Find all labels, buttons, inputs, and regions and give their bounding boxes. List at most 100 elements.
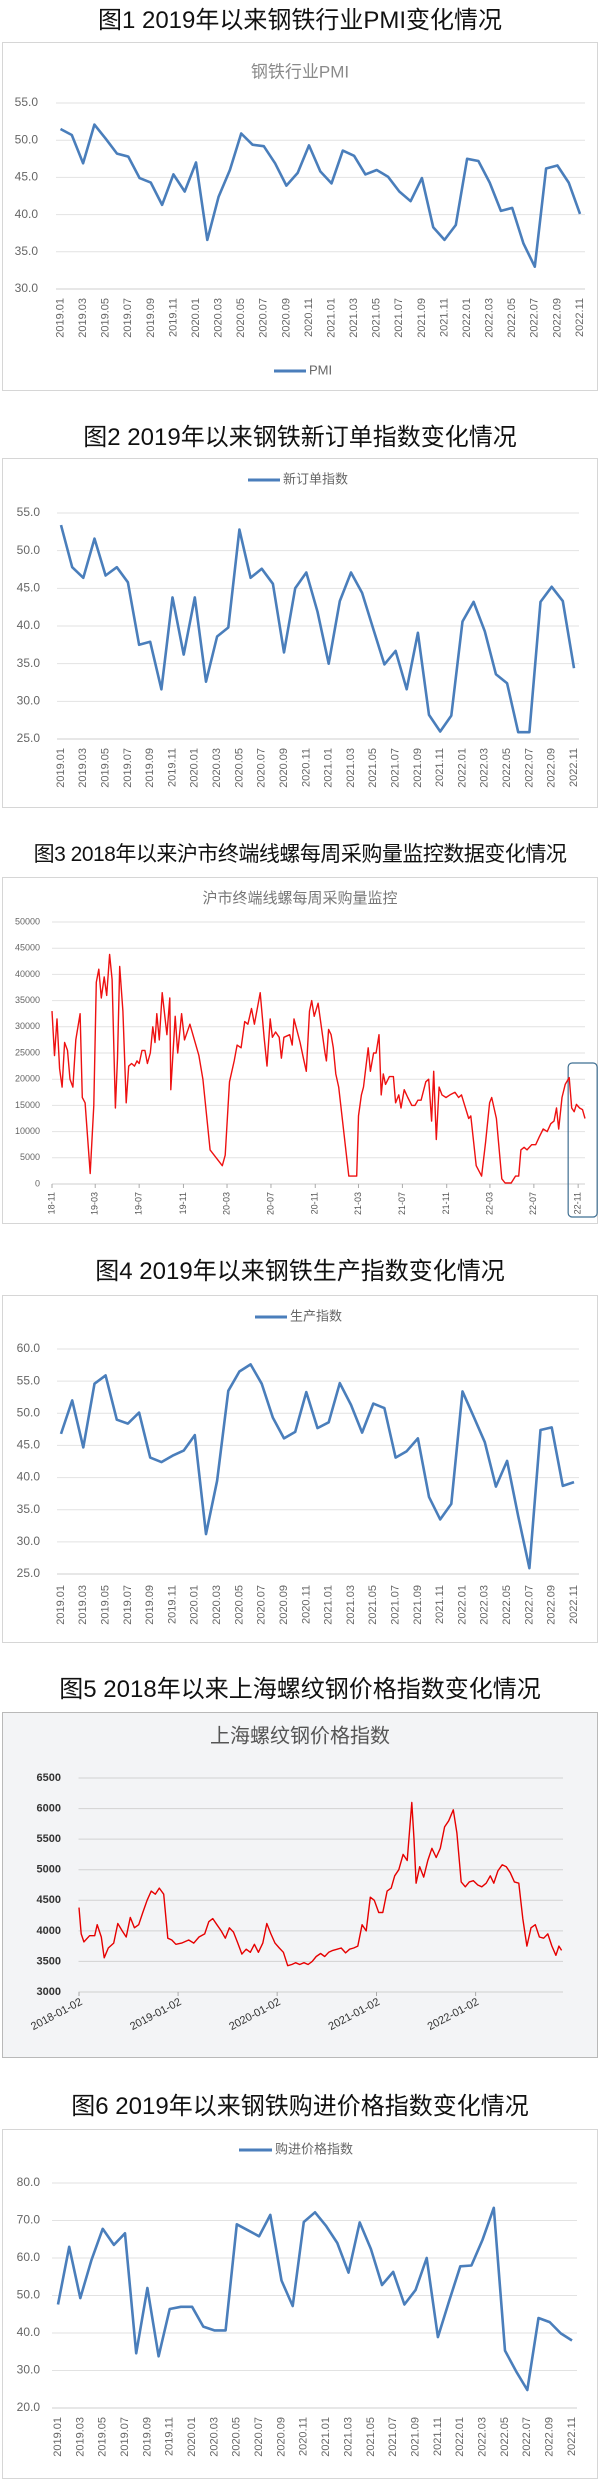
y-tick-label: 3500 bbox=[37, 1955, 61, 1967]
y-tick-label: 60.0 bbox=[17, 2250, 41, 2264]
x-tick-label: 2022.01 bbox=[456, 748, 468, 788]
x-tick-label: 21-03 bbox=[353, 1192, 363, 1215]
series-line bbox=[59, 1363, 575, 1570]
plot-group: 沪市终端线螺每周采购量监控 0 5000 10000 15000 20000 25000 30… bbox=[15, 890, 598, 1218]
x-tick-label: 2021.07 bbox=[393, 298, 405, 338]
x-tick-label: 2022.09 bbox=[546, 1585, 558, 1625]
y-tick-label: 4000 bbox=[37, 1925, 61, 1937]
x-tick-label: 2020.11 bbox=[300, 748, 312, 787]
x-tick-label: 2020.09 bbox=[278, 1585, 290, 1625]
chart-title: 上海螺纹钢价格指数 bbox=[210, 1724, 390, 1747]
x-tick-label: 2020.07 bbox=[253, 2417, 265, 2457]
chart-1-pmi: 钢铁行业PMI 30.0 35.0 40.0 45.0 50.0 55.0 2019.01 20… bbox=[15, 62, 586, 377]
x-tick-label: 2020.01 bbox=[189, 748, 201, 788]
x-tick-label: 2019.03 bbox=[77, 748, 89, 788]
x-tick-label: 2022.09 bbox=[544, 2417, 556, 2457]
x-tick-label: 2020.11 bbox=[300, 1585, 312, 1624]
x-tick-label: 2020.09 bbox=[278, 748, 290, 788]
x-tick-label: 2022.07 bbox=[523, 1585, 535, 1625]
plot-group: 上海螺纹钢价格指数 3000 3500 4000 4500 5000 5500 6000 650… bbox=[29, 1724, 563, 2033]
x-tick-label: 2020.05 bbox=[233, 748, 245, 788]
x-tick-label: 22-03 bbox=[484, 1192, 494, 1215]
x-tick-label: 2020.01 bbox=[189, 1585, 201, 1625]
y-tick-label: 50.0 bbox=[17, 1405, 41, 1419]
x-tick-label: 2019-01-02 bbox=[128, 1996, 183, 2033]
x-tick-label: 2019.07 bbox=[122, 1585, 134, 1625]
x-tick-label: 2022.11 bbox=[574, 298, 586, 337]
x-tick-label: 2022.05 bbox=[501, 1585, 513, 1625]
x-tick-label: 18-11 bbox=[46, 1192, 56, 1214]
x-tick-label: 22-07 bbox=[528, 1192, 538, 1215]
y-tick-label: 3000 bbox=[37, 1986, 61, 1998]
y-tick-label: 55.0 bbox=[17, 505, 41, 519]
x-tick-label: 2022.07 bbox=[521, 2417, 533, 2457]
chart-2-new-orders: 25.0 30.0 35.0 40.0 45.0 50.0 55.0 2019.01 2019.… bbox=[17, 471, 580, 787]
series-line bbox=[59, 524, 576, 734]
x-tick-label: 2021.05 bbox=[367, 748, 379, 788]
x-tick-label: 2022.07 bbox=[523, 748, 535, 788]
x-tick-label: 2022.03 bbox=[477, 2417, 489, 2457]
y-tick-label: 6500 bbox=[37, 1772, 61, 1784]
x-tick-label: 2019.09 bbox=[144, 748, 156, 788]
legend-label: PMI bbox=[309, 362, 332, 377]
x-tick-label: 2022.05 bbox=[506, 298, 518, 338]
y-tick-label: 5000 bbox=[37, 1864, 61, 1876]
x-tick-label: 2019.05 bbox=[97, 2417, 109, 2457]
figure-5-caption: 图5 2018年以来上海螺纹钢价格指数变化情况 bbox=[59, 1676, 541, 1703]
legend-label: 生产指数 bbox=[290, 1308, 342, 1323]
y-tick-label: 20.0 bbox=[17, 2400, 41, 2414]
x-tick-label: 2020.07 bbox=[256, 748, 268, 788]
x-tick-label: 2022.03 bbox=[479, 1585, 491, 1625]
x-tick-label: 2021.07 bbox=[387, 2417, 399, 2457]
x-tick-label: 19-03 bbox=[90, 1192, 100, 1215]
y-tick-label: 45.0 bbox=[17, 581, 41, 595]
x-tick-label: 2020.03 bbox=[211, 748, 223, 788]
y-tick-label: 15000 bbox=[15, 1100, 40, 1110]
x-tick-label: 2019.05 bbox=[100, 298, 112, 338]
plot-group: 25.0 30.0 35.0 40.0 45.0 50.0 55.0 2019.01 2019.… bbox=[17, 471, 580, 787]
x-tick-label: 2021.09 bbox=[409, 2417, 421, 2457]
x-tick-label: 2022.11 bbox=[566, 2417, 578, 2456]
chart-6-purchase-price: 20.0 30.0 40.0 50.0 60.0 70.0 80.0 2019.01 2019.… bbox=[17, 2141, 578, 2457]
x-tick-label: 2020.11 bbox=[303, 298, 315, 337]
figure-1-caption: 图1 2019年以来钢铁行业PMI变化情况 bbox=[97, 7, 503, 34]
x-tick-label: 2019.09 bbox=[144, 1585, 156, 1625]
x-tick-label: 2022.09 bbox=[551, 298, 563, 338]
x-tick-label: 2020.07 bbox=[258, 298, 270, 338]
x-tick-label: 2019.11 bbox=[164, 2417, 176, 2456]
series-line bbox=[51, 953, 586, 1184]
chart-3-frame bbox=[2, 877, 598, 1224]
x-tick-label: 2019.09 bbox=[141, 2417, 153, 2457]
x-tick-label: 2020.03 bbox=[208, 2417, 220, 2457]
x-tick-label: 2022.09 bbox=[546, 748, 558, 788]
y-tick-label: 40.0 bbox=[15, 207, 39, 221]
x-tick-label: 2019.11 bbox=[166, 748, 178, 787]
y-tick-label: 25.0 bbox=[17, 731, 41, 745]
x-tick-label: 2021.11 bbox=[438, 298, 450, 337]
figure-3-caption: 图3 2018年以来沪市终端线螺每周采购量监控数据变化情况 bbox=[33, 843, 567, 866]
y-tick-label: 40.0 bbox=[17, 1470, 41, 1484]
x-tick-label: 2019.07 bbox=[122, 298, 134, 338]
chart-5-rebar-price: 上海螺纹钢价格指数 3000 3500 4000 4500 5000 5500 6000 650… bbox=[29, 1724, 563, 2033]
y-tick-label: 5000 bbox=[20, 1152, 40, 1162]
x-tick-label: 2020.01 bbox=[186, 2417, 198, 2457]
y-tick-label: 70.0 bbox=[17, 2213, 41, 2227]
x-tick-label: 2022.03 bbox=[479, 748, 491, 788]
x-tick-label: 2019.07 bbox=[122, 748, 134, 788]
y-tick-label: 25000 bbox=[15, 1047, 40, 1057]
x-tick-label: 20-11 bbox=[310, 1192, 320, 1214]
x-tick-label: 2021.07 bbox=[389, 748, 401, 788]
chart-4-frame bbox=[2, 1295, 598, 1643]
x-tick-label: 2021.05 bbox=[365, 2417, 377, 2457]
figure-6-caption: 图6 2019年以来钢铁购进价格指数变化情况 bbox=[71, 2093, 529, 2120]
y-tick-label: 45.0 bbox=[17, 1438, 41, 1452]
x-tick-label: 20-07 bbox=[265, 1192, 275, 1215]
y-tick-label: 55.0 bbox=[15, 95, 39, 109]
x-tick-label: 2019.01 bbox=[55, 748, 67, 788]
y-tick-label: 35000 bbox=[15, 995, 40, 1005]
y-tick-label: 40.0 bbox=[17, 618, 41, 632]
y-tick-label: 25.0 bbox=[17, 1566, 41, 1580]
chart-3-weekly-purchase: 沪市终端线螺每周采购量监控 0 5000 10000 15000 20000 25000 30… bbox=[15, 890, 598, 1218]
y-tick-label: 35.0 bbox=[17, 656, 41, 670]
chart-1-frame bbox=[2, 42, 598, 391]
